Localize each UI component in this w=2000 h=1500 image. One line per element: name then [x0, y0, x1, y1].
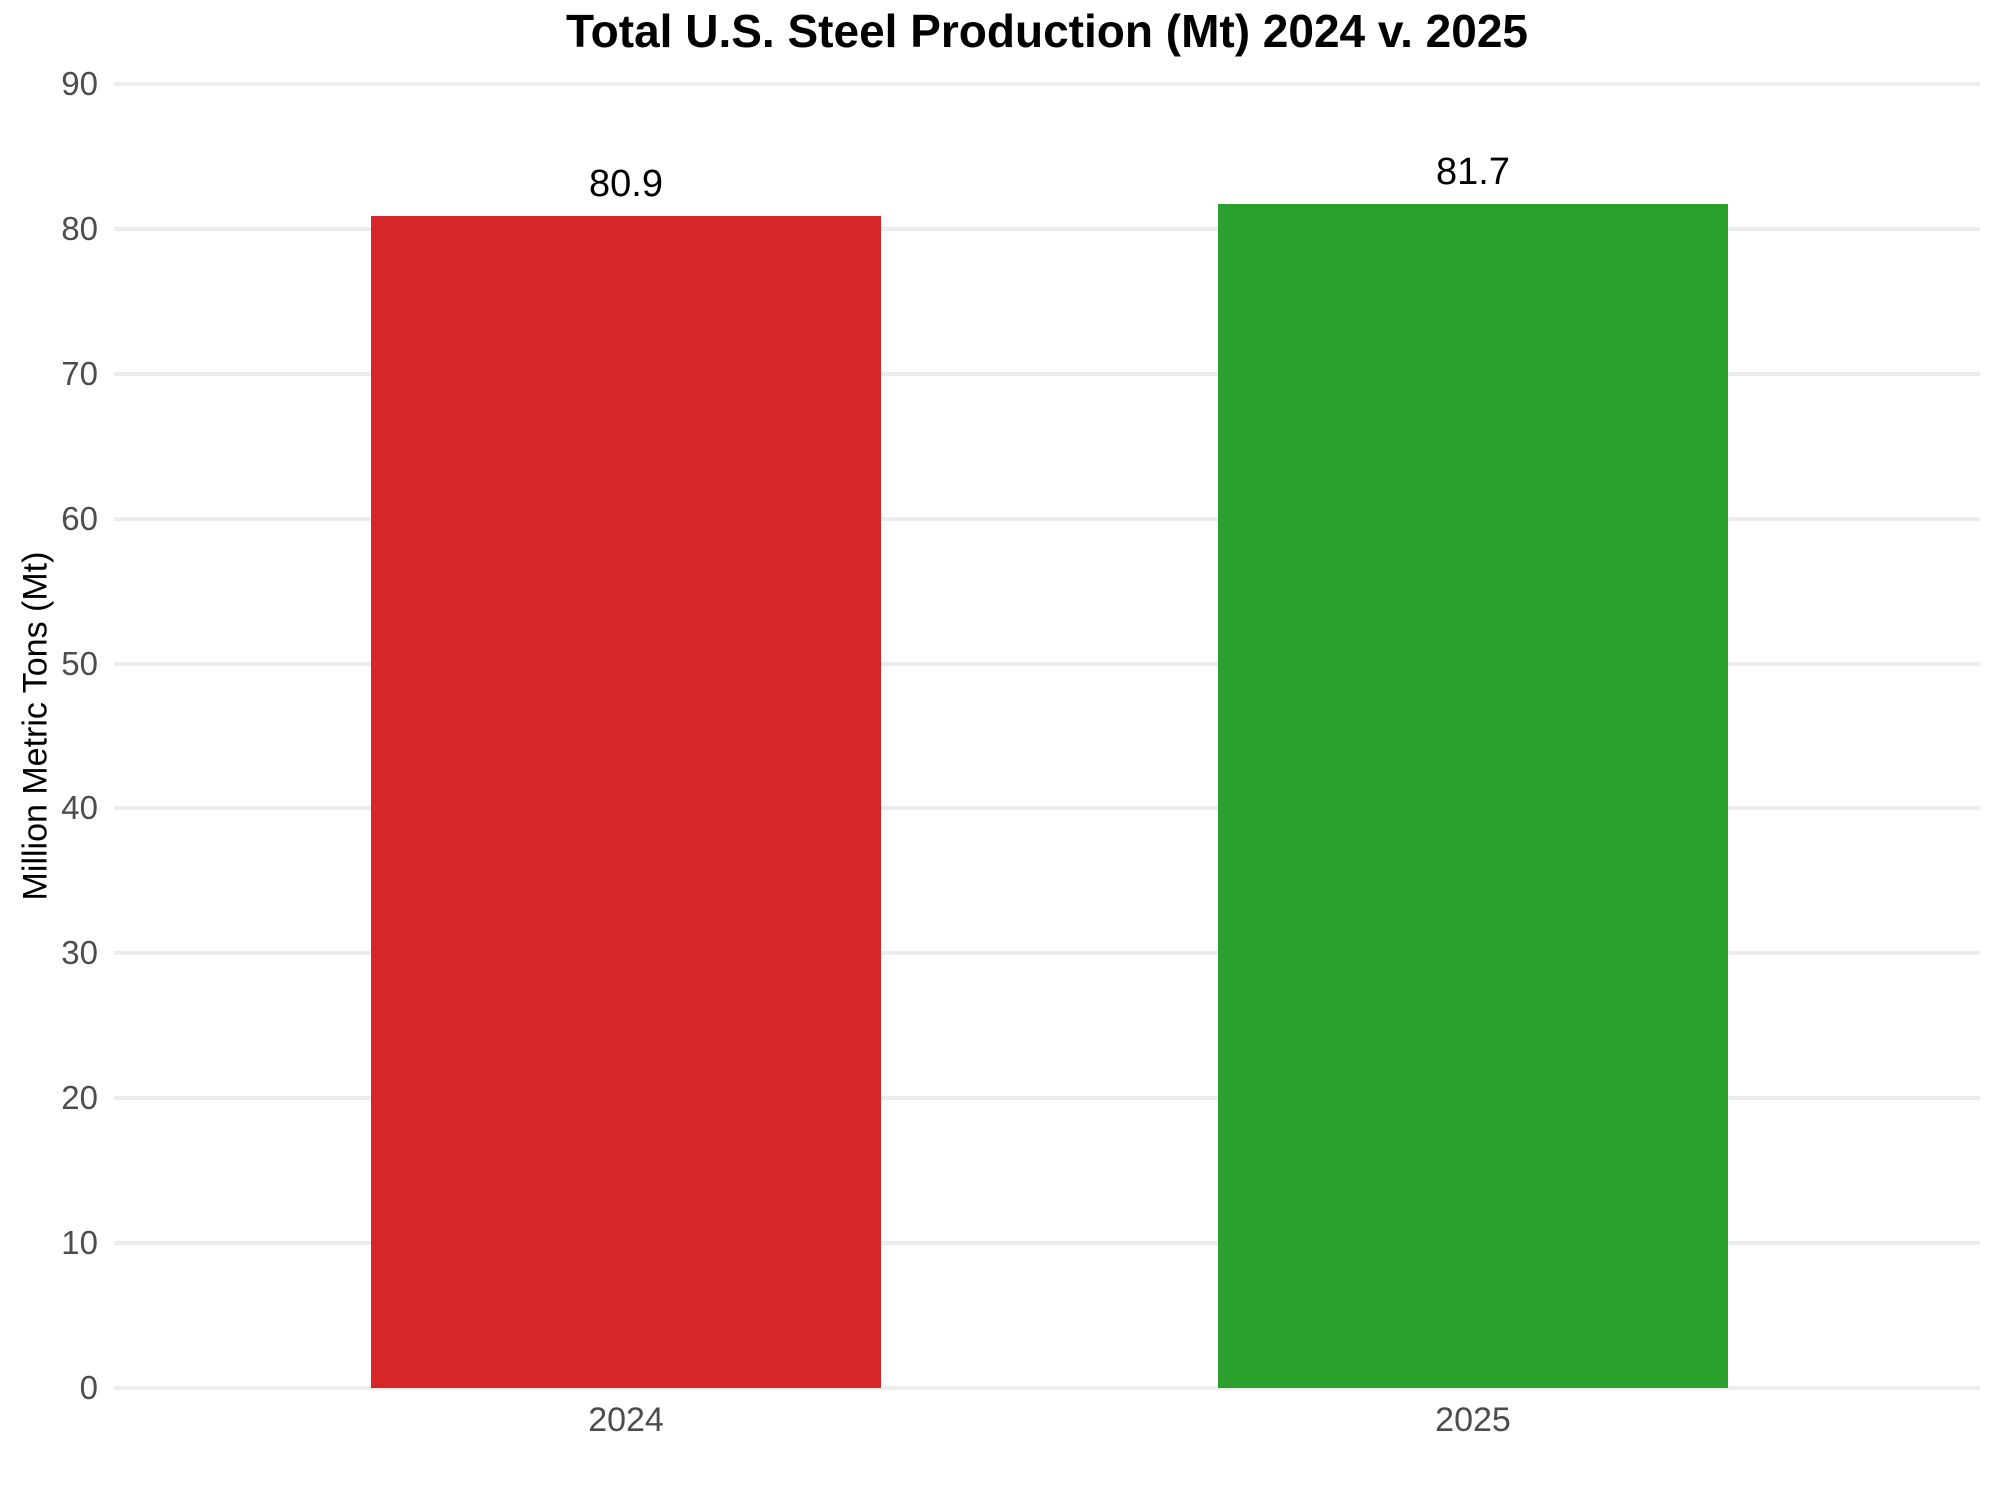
gridline-10 [114, 1241, 1980, 1246]
y-tick-label-40: 40 [61, 789, 98, 827]
y-tick-label-30: 30 [61, 934, 98, 972]
bar-value-label-2025: 81.7 [1436, 151, 1510, 194]
gridline-40 [114, 806, 1980, 811]
gridline-60 [114, 516, 1980, 521]
y-tick-label-0: 0 [79, 1369, 98, 1406]
y-tick-label-90: 90 [61, 65, 98, 102]
y-tick-label-20: 20 [61, 1079, 98, 1117]
y-tick-label-50: 50 [61, 644, 98, 682]
x-tick-label-2024: 2024 [588, 1401, 664, 1439]
x-tick-label-2025: 2025 [1435, 1401, 1511, 1439]
y-tick-label-70: 70 [61, 354, 98, 392]
y-axis-label: Million Metric Tons (Mt) [16, 551, 55, 901]
gridline-30 [114, 951, 1980, 956]
chart-title: Total U.S. Steel Production (Mt) 2024 v.… [566, 5, 1528, 57]
gridline-0 [114, 1386, 1980, 1390]
gridline-90 [114, 82, 1980, 86]
gridline-20 [114, 1096, 1980, 1101]
gridline-70 [114, 371, 1980, 376]
y-tick-label-80: 80 [61, 209, 98, 247]
bar-2025 [1218, 204, 1728, 1388]
y-tick-label-10: 10 [61, 1224, 98, 1262]
gridline-50 [114, 661, 1980, 666]
y-tick-label-60: 60 [61, 499, 98, 537]
bar-2024 [371, 215, 881, 1388]
gridline-80 [114, 226, 1980, 231]
bar-value-label-2024: 80.9 [589, 162, 663, 205]
